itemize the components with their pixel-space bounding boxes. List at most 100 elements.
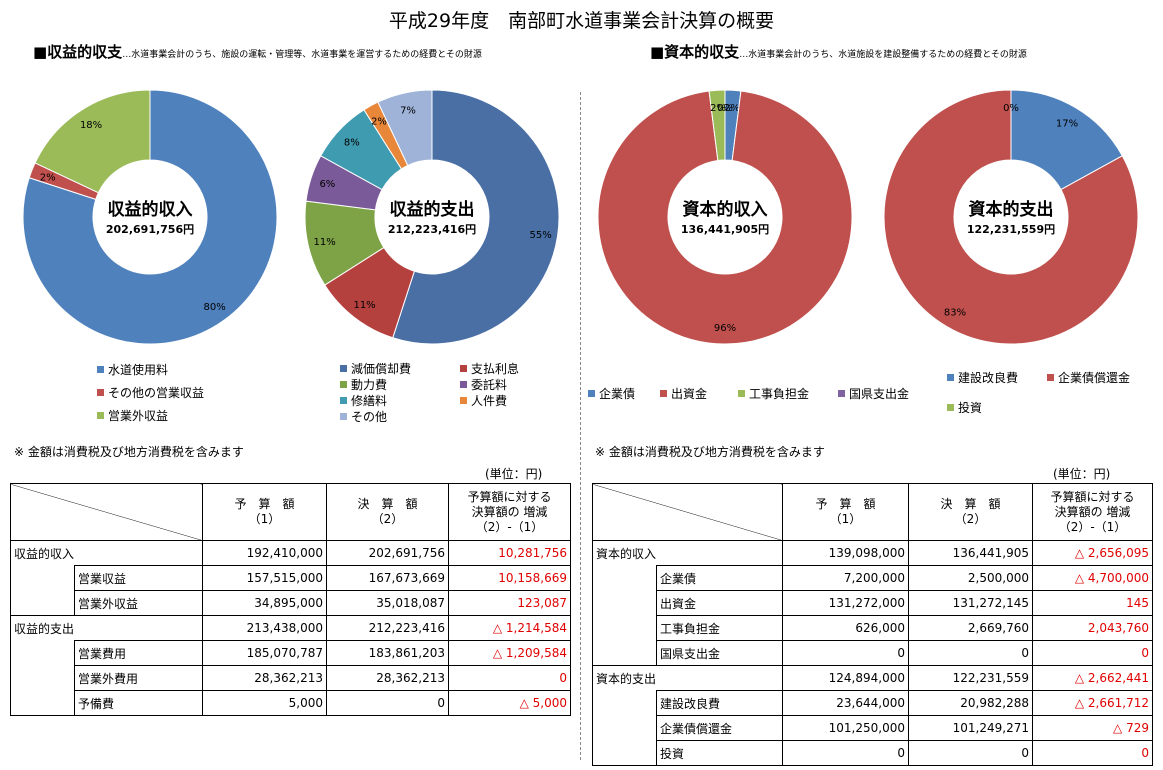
legend-swatch xyxy=(97,412,104,419)
table-header-settled: 決 算 額（2） xyxy=(326,483,449,541)
legend-label: 減価償却費 xyxy=(351,362,412,376)
cell-budget: 23,644,000 xyxy=(782,690,909,716)
table-header-corner xyxy=(592,483,783,541)
legend-label: 水道使用料 xyxy=(108,363,169,377)
legend-revenue-expense: 減価償却費 支払利息 動力費 委託料 修繕料 人件費 その他 xyxy=(340,361,580,431)
donut-chart-capital-expense: 17% 83% 0% 資本的支出 122,231,559円 xyxy=(883,89,1139,345)
section-heading-revenue-label: ■収益的収支 xyxy=(33,43,123,61)
donut-slice-2 xyxy=(708,89,726,162)
table-row: 工事負担金 626,000 2,669,760 2,043,760 xyxy=(592,615,1153,641)
legend-item-1: 企業債償還金 xyxy=(1047,370,1130,386)
slice-label-1: 2% xyxy=(40,173,56,184)
slice-label-4: 8% xyxy=(344,138,360,149)
cell-settled: 2,669,760 xyxy=(908,615,1033,641)
legend-swatch xyxy=(340,381,347,388)
legend-item-6: その他 xyxy=(340,409,387,425)
cell-budget: 5,000 xyxy=(202,690,327,716)
table-row: 企業債 7,200,000 2,500,000 △ 4,700,000 xyxy=(592,565,1153,591)
legend-label: 建設改良費 xyxy=(958,371,1019,385)
legend-swatch xyxy=(738,390,745,397)
donut-slice-0 xyxy=(22,89,278,345)
table-header-diff: 予算額に対する 決算額の 増減 （2）-（1） xyxy=(1032,483,1153,541)
legend-swatch xyxy=(660,390,667,397)
row-indent xyxy=(592,715,657,741)
legend-label: 国県支出金 xyxy=(849,387,910,401)
donut-slice-0 xyxy=(1010,89,1123,191)
row-indent xyxy=(10,640,75,666)
row-item: 企業債 xyxy=(656,565,783,591)
cell-settled: 0 xyxy=(326,690,449,716)
legend-label: 営業外収益 xyxy=(108,409,169,423)
cell-budget: 131,272,000 xyxy=(782,590,909,616)
legend-item-1: 支払利息 xyxy=(460,361,519,377)
table-row: 投資 0 0 0 xyxy=(592,740,1153,766)
row-indent xyxy=(592,590,657,616)
cell-diff: △ 4,700,000 xyxy=(1032,565,1153,591)
slice-label-1: 83% xyxy=(944,308,966,319)
cell-diff: 123,087 xyxy=(448,590,571,616)
legend-swatch xyxy=(97,366,104,373)
donut-slice-2 xyxy=(34,89,151,194)
table-row: 収益的収入 192,410,000 202,691,756 10,281,756 xyxy=(10,540,571,566)
legend-swatch xyxy=(460,381,467,388)
row-category: 収益的支出 xyxy=(10,615,203,641)
row-item: 営業収益 xyxy=(74,565,203,591)
slice-label-6: 7% xyxy=(400,106,416,117)
table-row: 営業費用 185,070,787 183,861,203 △ 1,209,584 xyxy=(10,640,571,666)
legend-swatch xyxy=(588,390,595,397)
cell-budget: 192,410,000 xyxy=(202,540,327,566)
donut-center-amount: 202,691,756円 xyxy=(106,223,194,236)
slice-label-2: 11% xyxy=(314,237,336,248)
legend-revenue-income: 水道使用料 その他の営業収益 営業外収益 xyxy=(97,362,257,432)
cell-settled: 136,441,905 xyxy=(908,540,1033,566)
cell-diff: 10,281,756 xyxy=(448,540,571,566)
row-item: 営業外収益 xyxy=(74,590,203,616)
row-item: 企業債償還金 xyxy=(656,715,783,741)
legend-swatch xyxy=(460,365,467,372)
legend-label: 委託料 xyxy=(471,378,508,392)
legend-label: 企業債償還金 xyxy=(1058,371,1131,385)
legend-label: 出資金 xyxy=(671,387,708,401)
cell-diff: 10,158,669 xyxy=(448,565,571,591)
cell-budget: 0 xyxy=(782,640,909,666)
slice-label-2: 2% xyxy=(710,103,726,114)
cell-diff: 0 xyxy=(1032,740,1153,766)
row-indent xyxy=(592,565,657,591)
legend-label: 工事負担金 xyxy=(749,387,810,401)
cell-diff: △ 5,000 xyxy=(448,690,571,716)
donut-center-title: 資本的支出 xyxy=(969,199,1054,220)
donut-chart-capital-income: 2% 96% 2%0% 資本的収入 136,441,905円 xyxy=(597,89,853,345)
cell-diff: 2,043,760 xyxy=(1032,615,1153,641)
cell-budget: 213,438,000 xyxy=(202,615,327,641)
cell-settled: 35,018,087 xyxy=(326,590,449,616)
row-indent xyxy=(592,615,657,641)
table-row: 予備費 5,000 0 △ 5,000 xyxy=(10,690,571,716)
cell-diff: △ 1,209,584 xyxy=(448,640,571,666)
table-header-diff: 予算額に対する 決算額の 増減 （2）-（1） xyxy=(448,483,571,541)
donut-center-title: 収益的収入 xyxy=(108,199,193,220)
table-row: 収益的支出 213,438,000 212,223,416 △ 1,214,584 xyxy=(10,615,571,641)
table-body-left: 収益的収入 192,410,000 202,691,756 10,281,756 営業収… xyxy=(10,540,571,716)
legend-swatch xyxy=(97,389,104,396)
slice-label-0: 2% xyxy=(724,103,740,114)
legend-label: 人件費 xyxy=(471,394,508,408)
slice-label-3: 0% xyxy=(717,103,733,114)
row-indent xyxy=(10,690,75,716)
legend-capital-income: 企業債 出資金 工事負担金 国県支出金 xyxy=(588,386,988,406)
legend-label: 企業債 xyxy=(599,387,636,401)
cell-settled: 212,223,416 xyxy=(326,615,449,641)
legend-item-2: 営業外収益 xyxy=(97,408,168,424)
cell-budget: 34,895,000 xyxy=(202,590,327,616)
row-item: 工事負担金 xyxy=(656,615,783,641)
unit-label-left: (単位：円) xyxy=(485,467,543,481)
donut-slice-1 xyxy=(597,90,853,345)
row-item: 営業外費用 xyxy=(74,665,203,691)
cell-settled: 131,272,145 xyxy=(908,590,1033,616)
row-indent xyxy=(592,640,657,666)
slice-label-2: 18% xyxy=(80,120,102,131)
slice-label-0: 17% xyxy=(1056,118,1078,129)
donut-slice-1 xyxy=(883,89,1139,345)
table-header-settled: 決 算 額（2） xyxy=(908,483,1033,541)
cell-settled: 167,673,669 xyxy=(326,565,449,591)
cell-settled: 28,362,213 xyxy=(326,665,449,691)
